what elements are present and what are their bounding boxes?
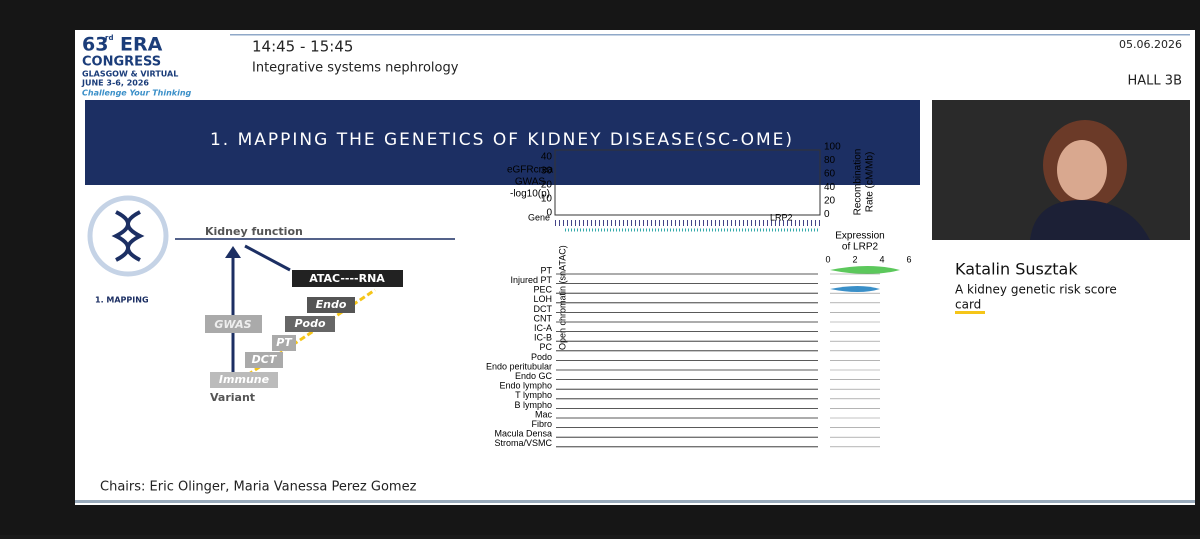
accent	[955, 311, 985, 314]
step-box	[307, 297, 355, 313]
variant: Variant	[210, 391, 255, 404]
track-label: B lympho	[514, 400, 552, 410]
step-box	[210, 372, 278, 388]
logo-tagline: Challenge Your Thinking	[82, 89, 192, 98]
speaker-body	[1030, 200, 1150, 240]
gwas-label: -log10(p)	[510, 189, 550, 200]
y-label: Open chromatin (snATAC)	[557, 245, 567, 350]
track-label: T lympho	[515, 390, 552, 400]
date: 05.06.2026	[1119, 38, 1182, 51]
track-label: Endo GC	[515, 371, 553, 381]
track-label: Endo lympho	[499, 381, 552, 391]
track-label: PEC	[533, 285, 552, 295]
track-label: PC	[539, 342, 552, 352]
track-label: Mac	[535, 409, 553, 419]
step-label: Immune	[219, 373, 270, 386]
right-label: Recombination	[853, 149, 864, 216]
right-tick: 80	[824, 155, 836, 166]
time: 14:45 - 15:45	[252, 38, 353, 56]
logo-suffix: rd	[105, 34, 113, 42]
logo-edition: 63	[82, 34, 108, 56]
speaker-name: Katalin Susztak	[955, 260, 1078, 279]
left-tick: 20	[541, 180, 553, 191]
arrow-head	[225, 246, 241, 258]
expression-label: of LRP2	[842, 242, 879, 253]
dna-icon	[87, 195, 169, 277]
gwas-box	[205, 315, 262, 333]
logo-line: JUNE 3-6, 2026	[81, 79, 149, 88]
step-box	[285, 316, 335, 332]
expression-tick: 6	[906, 254, 911, 264]
header-line	[230, 34, 1190, 36]
expression-tick: 4	[879, 254, 884, 264]
gwas-label: GWAS	[214, 318, 251, 331]
left-tick: 30	[541, 166, 553, 177]
right-tick: 0	[824, 209, 830, 220]
footer-line	[75, 500, 1195, 503]
left-tick: 10	[541, 194, 553, 205]
step-label: PT	[276, 336, 293, 349]
step-label: Endo	[316, 298, 347, 311]
atac-box	[292, 270, 403, 287]
expression-tick: 2	[852, 254, 857, 264]
talk-title: A kidney genetic risk score	[955, 283, 1117, 297]
talk-title: card	[955, 298, 981, 312]
track-label: Fibro	[531, 419, 552, 429]
slide-title: 1. MAPPING THE GENETICS OF KIDNEY DISEAS…	[210, 130, 794, 150]
step-label: DCT	[252, 353, 278, 366]
slide-banner	[85, 100, 920, 185]
gene-label: Gene	[528, 212, 550, 222]
track-label: Injured PT	[510, 275, 552, 285]
track-label: Macula Densa	[494, 429, 552, 439]
gwas-label: eGFRcrea	[507, 165, 554, 176]
track-label: Endo peritubular	[486, 361, 552, 371]
expression-label: Expression	[835, 231, 884, 242]
left-tick: 0	[546, 208, 552, 219]
gene-name: LRP2	[770, 212, 793, 222]
track-label: DCT	[534, 304, 553, 314]
step-box	[245, 352, 283, 368]
logo-line: GLASGOW & VIRTUAL	[82, 70, 178, 79]
track-label: CNT	[534, 313, 553, 323]
track-label: IC-B	[534, 333, 552, 343]
gwas-label: GWAS	[515, 177, 546, 188]
dna-helix	[111, 210, 145, 262]
logo-line: CONGRESS	[82, 55, 161, 70]
speaker-face	[1057, 140, 1107, 200]
right-label: Rate (cM/Mb)	[865, 152, 876, 213]
right-tick: 20	[824, 196, 836, 207]
track-label: LOH	[533, 294, 552, 304]
section-label: 1. MAPPING	[95, 296, 149, 305]
expression-tick: 0	[825, 254, 830, 264]
hall: HALL 3B	[1128, 74, 1182, 89]
step-box	[272, 335, 296, 351]
step-label: Podo	[294, 317, 325, 330]
track-label: Podo	[531, 352, 552, 362]
logo-name: ERA	[120, 34, 163, 56]
track-label: IC-A	[534, 323, 552, 333]
right-tick: 60	[824, 169, 836, 180]
gwas-plot	[554, 149, 821, 216]
session: Integrative systems nephrology	[252, 61, 459, 76]
logo: 63 rd ERA CONGRESS GLASGOW & VIRTUAL JUN…	[81, 34, 192, 98]
arrow	[244, 244, 291, 272]
track-label: Stroma/VSMC	[494, 438, 552, 448]
kidney-function: Kidney function	[205, 225, 303, 238]
atac-label: ATAC----RNA	[309, 272, 385, 285]
chairs: Chairs: Eric Olinger, Maria Vanessa Pere…	[100, 480, 417, 495]
violin	[830, 266, 900, 274]
right-tick: 40	[824, 182, 836, 193]
track-label: PT	[540, 265, 552, 275]
figure: Open chromatin (snATAC) Gene LRP2 eGFRcr…	[486, 142, 912, 449]
violin	[830, 286, 880, 292]
right-tick: 100	[824, 142, 841, 153]
left-tick: 40	[541, 152, 553, 163]
